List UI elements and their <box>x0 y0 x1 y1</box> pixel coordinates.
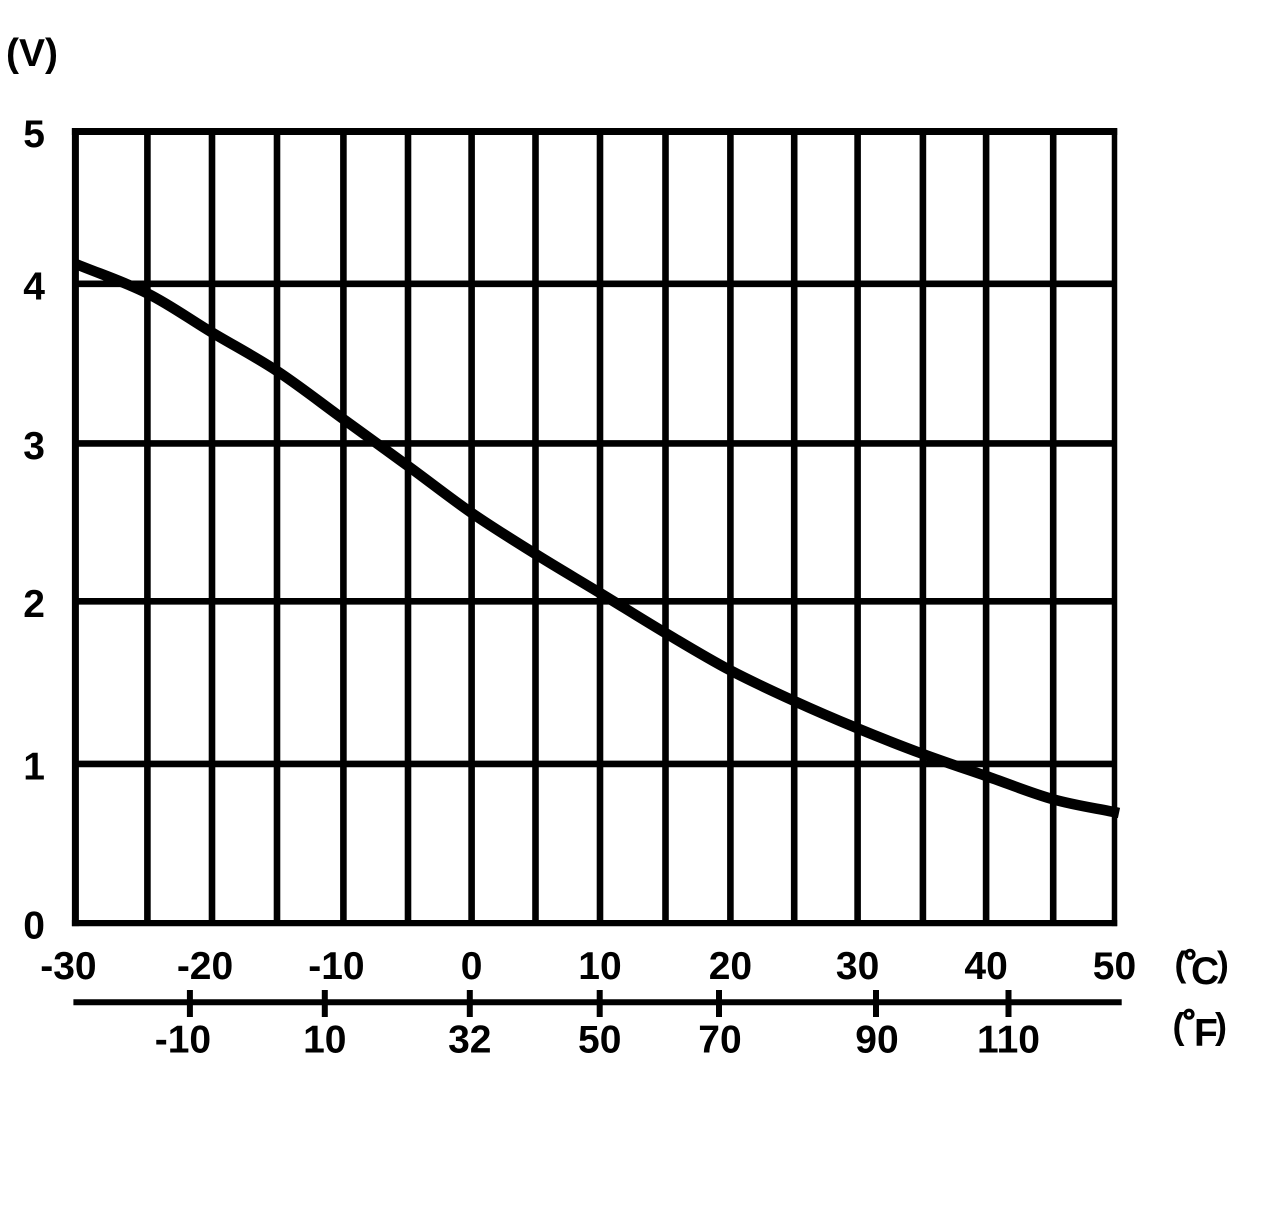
svg-text:70: 70 <box>698 1019 741 1062</box>
svg-text:90: 90 <box>855 1019 898 1062</box>
svg-text:): ) <box>1217 944 1229 984</box>
svg-text:C: C <box>1191 950 1219 993</box>
svg-text:-10: -10 <box>308 945 364 988</box>
svg-text:2: 2 <box>23 583 45 626</box>
svg-text:0: 0 <box>23 905 45 948</box>
svg-text:3: 3 <box>23 425 45 468</box>
svg-text:F: F <box>1194 1012 1218 1055</box>
svg-text:(V): (V) <box>6 32 58 75</box>
svg-text:50: 50 <box>1093 945 1136 988</box>
svg-text:(: ( <box>1173 1006 1185 1047</box>
svg-text:110: 110 <box>977 1019 1040 1062</box>
svg-text:4: 4 <box>23 265 45 308</box>
svg-text:10: 10 <box>578 945 621 988</box>
svg-text:1: 1 <box>23 745 45 788</box>
svg-text:50: 50 <box>578 1019 621 1062</box>
svg-text:20: 20 <box>709 945 752 988</box>
svg-text:10: 10 <box>303 1019 346 1062</box>
svg-text:(: ( <box>1175 944 1187 984</box>
svg-text:40: 40 <box>964 945 1007 988</box>
svg-text:30: 30 <box>836 945 879 988</box>
svg-text:-10: -10 <box>155 1019 211 1062</box>
svg-text:0: 0 <box>461 945 483 988</box>
svg-text:32: 32 <box>448 1019 491 1062</box>
svg-text:5: 5 <box>23 113 45 156</box>
svg-text:): ) <box>1215 1006 1227 1047</box>
svg-text:-20: -20 <box>177 945 233 988</box>
svg-text:-30: -30 <box>40 945 96 988</box>
